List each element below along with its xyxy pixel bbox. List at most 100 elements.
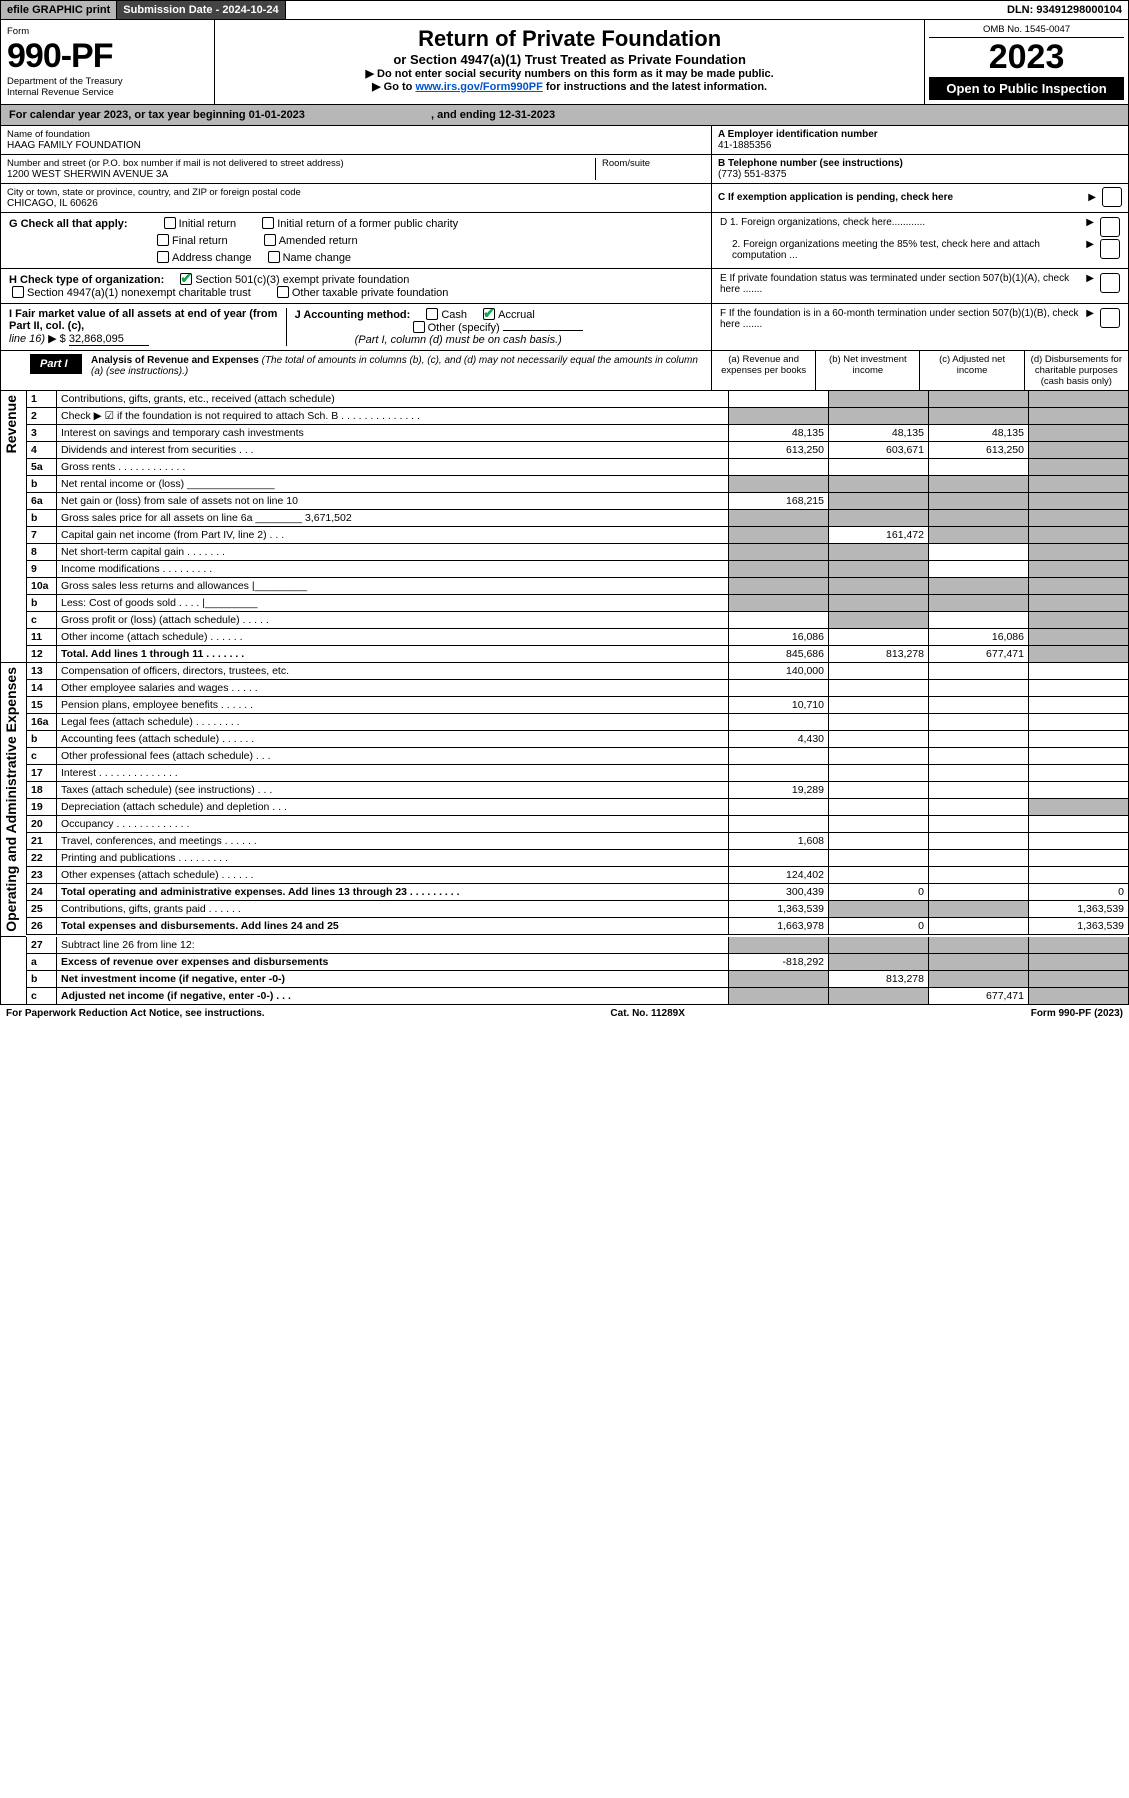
section-h: H Check type of organization: Section 50… [0, 269, 1129, 304]
chk-501c3[interactable] [180, 273, 192, 285]
line-17: 17 Interest . . . . . . . . . . . . . . [27, 765, 1129, 782]
g-c5: Address change [172, 252, 252, 264]
instr-2: ▶ Go to www.irs.gov/Form990PF for instru… [221, 80, 918, 93]
line-16a: 16a Legal fees (attach schedule) . . . .… [27, 714, 1129, 731]
instr-1: ▶ Do not enter social security numbers o… [221, 67, 918, 80]
ein: 41-1885356 [718, 140, 1122, 151]
g-label: G Check all that apply: [9, 218, 128, 230]
line-8: 8 Net short-term capital gain . . . . . … [27, 544, 1129, 561]
submission-date: Submission Date - 2024-10-24 [117, 1, 285, 19]
i-line: line 16) [9, 333, 45, 345]
irs: Internal Revenue Service [7, 87, 208, 98]
chk-name[interactable] [268, 251, 280, 263]
chk-cash[interactable] [426, 308, 438, 320]
return-title: Return of Private Foundation [221, 26, 918, 52]
d2-chk[interactable] [1100, 239, 1120, 259]
chk-initial-former[interactable] [262, 217, 274, 229]
footer-mid: Cat. No. 11289X [610, 1008, 684, 1019]
g-c2: Initial return of a former public charit… [277, 218, 458, 230]
line-b: b Less: Cost of goods sold . . . . |____… [27, 595, 1129, 612]
g-c1: Initial return [179, 218, 236, 230]
footer-left: For Paperwork Reduction Act Notice, see … [6, 1008, 265, 1019]
chk-address[interactable] [157, 251, 169, 263]
revenue-side: Revenue [1, 391, 21, 457]
f-label: F If the foundation is in a 60-month ter… [720, 308, 1086, 346]
omb: OMB No. 1545-0047 [929, 24, 1124, 38]
line-7: 7 Capital gain net income (from Part IV,… [27, 527, 1129, 544]
line-b: b Gross sales price for all assets on li… [27, 510, 1129, 527]
section-g: G Check all that apply: Initial return I… [0, 213, 1129, 269]
line-12: 12 Total. Add lines 1 through 11 . . . .… [27, 646, 1129, 663]
line-9: 9 Income modifications . . . . . . . . . [27, 561, 1129, 578]
line-11: 11 Other income (attach schedule) . . . … [27, 629, 1129, 646]
c-checkbox[interactable] [1102, 187, 1122, 207]
dept: Department of the Treasury [7, 76, 208, 87]
chk-final[interactable] [157, 234, 169, 246]
chk-4947[interactable] [12, 286, 24, 298]
g-c6: Name change [283, 252, 352, 264]
net-table: 27 Subtract line 26 from line 12: a Exce… [26, 937, 1129, 1005]
chk-other-tax[interactable] [277, 286, 289, 298]
entity-block: Name of foundation HAAG FAMILY FOUNDATIO… [0, 126, 1129, 213]
line-6a: 6a Net gain or (loss) from sale of asset… [27, 493, 1129, 510]
section-ijf: I Fair market value of all assets at end… [0, 304, 1129, 351]
chk-other-acct[interactable] [413, 321, 425, 333]
chk-amended[interactable] [264, 234, 276, 246]
phone: (773) 551-8375 [718, 169, 1122, 180]
street: 1200 WEST SHERWIN AVENUE 3A [7, 169, 595, 180]
line-a: a Excess of revenue over expenses and di… [27, 953, 1129, 970]
col-c: (c) Adjusted net income [919, 351, 1023, 390]
line-25: 25 Contributions, gifts, grants paid . .… [27, 901, 1129, 918]
i-label: I Fair market value of all assets at end… [9, 308, 277, 332]
line-24: 24 Total operating and administrative ex… [27, 884, 1129, 901]
form-link[interactable]: www.irs.gov/Form990PF [415, 81, 542, 93]
chk-accrual[interactable] [483, 308, 495, 320]
footer-right: Form 990-PF (2023) [1031, 1008, 1123, 1019]
foundation-name: HAAG FAMILY FOUNDATION [7, 140, 705, 151]
ein-label: A Employer identification number [718, 129, 1122, 140]
g-c4: Amended return [279, 235, 358, 247]
h-c2: Section 4947(a)(1) nonexempt charitable … [27, 287, 251, 299]
phone-label: B Telephone number (see instructions) [718, 158, 1122, 169]
expense-table: 13 Compensation of officers, directors, … [26, 663, 1129, 935]
c-label: C If exemption application is pending, c… [718, 192, 1088, 203]
h-label: H Check type of organization: [9, 274, 164, 286]
part1-bar: Part I Analysis of Revenue and Expenses … [0, 351, 1129, 391]
return-subtitle: or Section 4947(a)(1) Trust Treated as P… [221, 52, 918, 67]
line-1: 1 Contributions, gifts, grants, etc., re… [27, 391, 1129, 408]
efile-label: efile GRAPHIC print [1, 1, 117, 19]
open-inspection: Open to Public Inspection [929, 77, 1124, 100]
col-b: (b) Net investment income [815, 351, 919, 390]
line-21: 21 Travel, conferences, and meetings . .… [27, 833, 1129, 850]
j-note: (Part I, column (d) must be on cash basi… [355, 334, 562, 346]
line-20: 20 Occupancy . . . . . . . . . . . . . [27, 816, 1129, 833]
j-label: J Accounting method: [295, 309, 411, 321]
f-chk[interactable] [1100, 308, 1120, 328]
d1-chk[interactable] [1100, 217, 1120, 237]
line-27: 27 Subtract line 26 from line 12: [27, 937, 1129, 954]
city-label: City or town, state or province, country… [7, 187, 705, 198]
instr2-post: for instructions and the latest informat… [543, 81, 767, 93]
footer: For Paperwork Reduction Act Notice, see … [0, 1005, 1129, 1022]
line-19: 19 Depreciation (attach schedule) and de… [27, 799, 1129, 816]
line-18: 18 Taxes (attach schedule) (see instruct… [27, 782, 1129, 799]
j-other: Other (specify) [428, 322, 500, 334]
line-14: 14 Other employee salaries and wages . .… [27, 680, 1129, 697]
d2: 2. Foreign organizations meeting the 85%… [720, 239, 1086, 261]
net-section: 27 Subtract line 26 from line 12: a Exce… [0, 937, 1129, 1005]
dln: DLN: 93491298000104 [1001, 1, 1128, 19]
e-chk[interactable] [1100, 273, 1120, 293]
line-4: 4 Dividends and interest from securities… [27, 442, 1129, 459]
h-c3: Other taxable private foundation [292, 287, 449, 299]
chk-initial[interactable] [164, 217, 176, 229]
line-c: c Other professional fees (attach schedu… [27, 748, 1129, 765]
revenue-table: 1 Contributions, gifts, grants, etc., re… [26, 391, 1129, 663]
part1-title: Analysis of Revenue and Expenses [91, 355, 259, 366]
line-26: 26 Total expenses and disbursements. Add… [27, 918, 1129, 935]
line-2: 2 Check ▶ ☑ if the foundation is not req… [27, 408, 1129, 425]
form-word: Form [7, 26, 208, 37]
part1-label: Part I [30, 354, 82, 374]
tax-year: 2023 [929, 38, 1124, 77]
h-c1: Section 501(c)(3) exempt private foundat… [195, 274, 409, 286]
line-15: 15 Pension plans, employee benefits . . … [27, 697, 1129, 714]
